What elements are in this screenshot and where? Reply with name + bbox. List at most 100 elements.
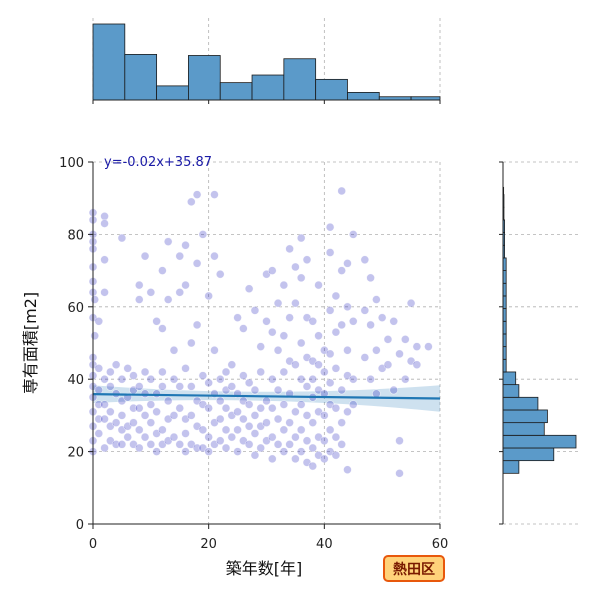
scatter-point xyxy=(389,316,399,326)
scatter-point xyxy=(279,331,289,341)
x-hist-bar xyxy=(92,23,126,101)
scatter-point xyxy=(221,367,231,377)
scatter-point xyxy=(348,400,358,409)
scatter-point xyxy=(256,367,266,377)
scatter-point xyxy=(395,436,404,446)
scatter-point xyxy=(331,364,341,373)
scatter-point xyxy=(100,288,109,297)
scatter-point xyxy=(244,421,254,431)
scatter-point xyxy=(181,280,190,290)
scatter-point xyxy=(100,374,109,384)
scatter-point xyxy=(302,382,312,391)
scatter-point xyxy=(106,407,115,417)
scatter-point xyxy=(337,440,346,449)
scatter-point xyxy=(134,295,144,304)
scatter-point xyxy=(360,255,370,265)
scatter-point xyxy=(320,436,329,446)
scatter-point xyxy=(233,447,242,456)
scatter-point xyxy=(215,269,225,279)
x-tick-label: 40 xyxy=(316,537,333,552)
scatter-point xyxy=(146,440,156,449)
regression-equation-label: y=-0.02x+35.87 xyxy=(104,155,212,170)
scatter-point xyxy=(383,360,393,370)
grid-lines xyxy=(92,18,580,525)
scatter-point xyxy=(140,411,150,420)
scatter-point xyxy=(175,382,185,391)
scatter-point xyxy=(372,345,381,355)
scatter-point xyxy=(279,367,289,377)
scatter-point xyxy=(210,345,219,355)
scatter-point xyxy=(204,432,213,442)
y-marginal-histogram xyxy=(502,186,577,474)
scatter-point xyxy=(117,374,127,384)
scatter-point xyxy=(325,378,335,388)
y-hist-bar xyxy=(502,396,539,411)
scatter-point xyxy=(348,374,358,384)
scatter-point xyxy=(308,418,318,427)
scatter-point xyxy=(267,403,277,413)
scatter-point xyxy=(302,411,312,420)
x-tick-label: 60 xyxy=(432,537,449,552)
scatter-point xyxy=(239,371,248,380)
scatter-point xyxy=(117,411,127,420)
scatter-point xyxy=(296,338,306,348)
x-hist-bar xyxy=(251,74,285,101)
regression-line-group xyxy=(92,393,441,400)
scatter-point xyxy=(337,266,346,275)
scatter-point xyxy=(134,382,144,391)
scatter-point xyxy=(285,440,294,449)
scatter-point xyxy=(291,298,300,308)
scatter-point xyxy=(146,374,156,384)
scatter-point xyxy=(366,273,375,283)
scatter-point xyxy=(337,385,346,395)
scatter-point xyxy=(146,288,156,297)
scatter-point xyxy=(181,240,190,250)
scatter-point xyxy=(134,425,144,435)
scatter-point xyxy=(158,324,167,333)
scatter-point xyxy=(187,382,196,391)
scatter-point xyxy=(100,255,109,265)
x-marginal-histogram xyxy=(92,23,441,101)
scatter-point xyxy=(267,454,277,464)
scatter-point xyxy=(308,316,318,326)
scatter-point xyxy=(296,273,306,283)
scatter-point xyxy=(331,291,341,301)
scatter-point xyxy=(308,374,318,384)
scatter-point xyxy=(285,313,294,322)
scatter-point xyxy=(175,251,185,261)
scatter-point xyxy=(175,440,185,449)
scatter-point xyxy=(314,331,323,341)
scatter-point xyxy=(262,418,271,427)
scatter-point xyxy=(152,407,161,417)
scatter-point xyxy=(129,418,138,427)
scatter-point xyxy=(406,298,416,308)
scatter-point xyxy=(187,197,196,207)
scatter-point xyxy=(302,436,312,446)
y-hist-bar xyxy=(502,447,555,462)
scatter-point xyxy=(175,403,185,413)
scatter-point xyxy=(343,259,352,268)
x-hist-bar xyxy=(219,82,253,101)
y-tick-label: 60 xyxy=(67,301,84,316)
scatter-point xyxy=(296,233,306,243)
scatter-point xyxy=(204,447,213,456)
scatter-point xyxy=(400,374,410,384)
scatter-point xyxy=(250,306,260,315)
scatter-point xyxy=(360,353,370,362)
scatter-point xyxy=(320,454,329,464)
scatter-point xyxy=(331,450,341,460)
scatter-point xyxy=(192,320,202,330)
scatter-point xyxy=(325,222,335,232)
scatter-point xyxy=(337,186,346,196)
scatter-point xyxy=(192,190,202,199)
regression-line xyxy=(92,393,441,400)
scatter-point xyxy=(279,280,289,290)
scatter-point xyxy=(250,385,260,395)
scatter-point xyxy=(320,411,329,420)
scatter-point xyxy=(308,443,318,453)
x-hist-bar xyxy=(124,54,158,101)
scatter-point xyxy=(221,443,231,453)
scatter-point xyxy=(331,403,341,413)
scatter-point xyxy=(152,316,161,326)
scatter-point xyxy=(279,425,289,435)
